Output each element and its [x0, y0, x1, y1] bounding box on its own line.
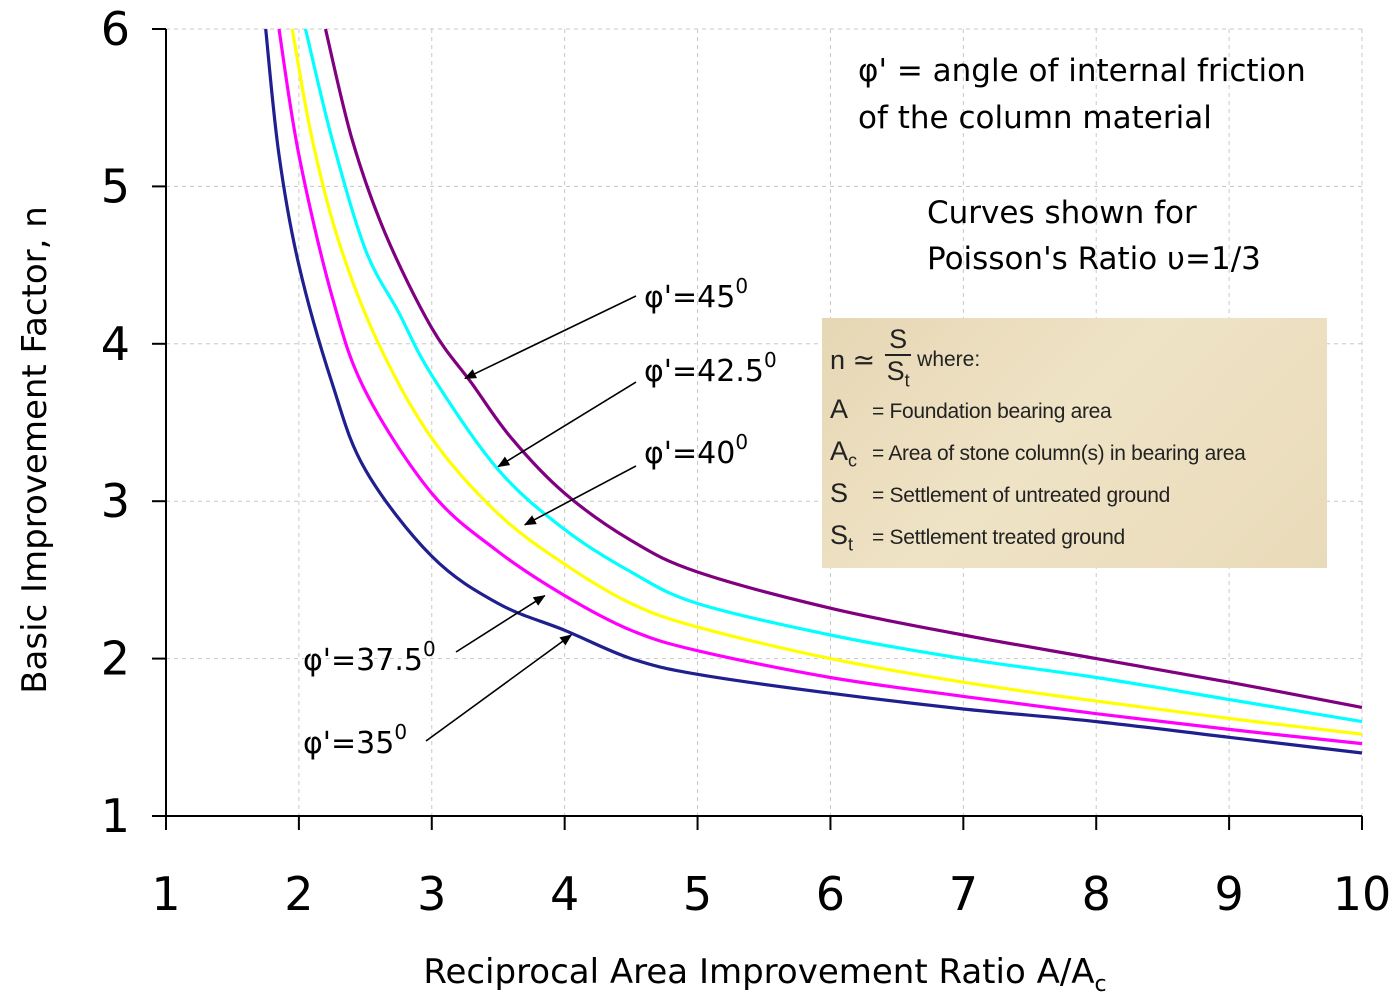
callout-arrow [425, 634, 573, 742]
formula-denominator: St [886, 356, 910, 391]
callout-arrow [455, 594, 546, 653]
formula-fraction: S St [885, 324, 912, 395]
y-tick-label: 3 [101, 474, 130, 528]
formula-where: where: [917, 348, 981, 371]
formula-lhs: n ≃ [830, 344, 876, 375]
y-tick-label: 1 [101, 789, 130, 843]
x-axis-label: Reciprocal Area Improvement Ratio A/Ac [423, 952, 1106, 994]
x-tick-label: 7 [949, 867, 978, 921]
legend-symbol: St [830, 520, 854, 555]
legend-row: A = Foundation bearing area [830, 394, 1327, 436]
friction-note-line1: φ' = angle of internal friction [858, 53, 1306, 89]
callout-label: φ'=400 [644, 430, 748, 471]
series-line-35 [264, 28, 1363, 755]
callout-label: φ'=42.50 [644, 348, 777, 389]
x-tick-label: 2 [284, 867, 313, 921]
y-tick-label: 6 [101, 2, 130, 56]
legend-description: = Settlement treated ground [872, 526, 1125, 549]
legend-description: = Settlement of untreated ground [872, 484, 1171, 507]
legend-description: = Foundation bearing area [872, 400, 1112, 423]
poisson-note-line1: Curves shown for [927, 195, 1197, 231]
callout-label: φ'=450 [644, 274, 748, 315]
callouts: φ'=450 φ'=42.50 φ'=400 φ'=37.50 φ'=350 [303, 274, 777, 761]
x-tick-label: 1 [151, 867, 180, 921]
x-tick-label: 6 [816, 867, 845, 921]
y-tick-label: 5 [101, 159, 130, 213]
axes: 1 2 3 4 5 6 7 8 9 10 1 2 3 4 5 6 [101, 2, 1392, 921]
x-tick-label: 3 [417, 867, 446, 921]
legend-row: Ac = Area of stone column(s) in bearing … [830, 436, 1327, 478]
legend-symbol: Ac [830, 436, 858, 471]
x-tick-label: 5 [683, 867, 712, 921]
legend-row: S = Settlement of untreated ground [830, 478, 1327, 520]
legend-symbol: S [830, 478, 849, 508]
legend-symbol: A [830, 394, 849, 424]
x-tick-label: 10 [1333, 867, 1392, 921]
series-line-45 [323, 28, 1363, 709]
series-line-42.5 [303, 28, 1363, 724]
callout-arrow [523, 465, 637, 526]
callout-label: φ'=350 [303, 720, 407, 761]
callout-arrow [497, 381, 637, 468]
legend-row: St = Settlement treated ground [830, 520, 1327, 562]
series-lines [264, 28, 1363, 755]
y-axis-label: Basic Improvement Factor, n [15, 206, 55, 694]
series-line-37.5 [277, 28, 1363, 746]
series-line-40 [290, 28, 1363, 736]
y-tick-label: 4 [101, 317, 130, 371]
x-tick-label: 4 [550, 867, 579, 921]
callout-arrow [464, 295, 637, 380]
formula: n ≃ S St where: [830, 324, 1327, 395]
x-tick-label: 9 [1214, 867, 1243, 921]
y-tick-label: 2 [101, 632, 130, 686]
x-tick-label: 8 [1082, 867, 1111, 921]
poisson-note-line2: Poisson's Ratio υ=1/3 [927, 241, 1261, 277]
friction-note-line2: of the column material [858, 100, 1212, 136]
formula-numerator: S [885, 324, 912, 357]
legend-description: = Area of stone column(s) in bearing are… [872, 442, 1246, 465]
definition-legend: n ≃ S St where: A = Foundation bearing a… [822, 318, 1327, 568]
callout-label: φ'=37.50 [303, 637, 436, 678]
